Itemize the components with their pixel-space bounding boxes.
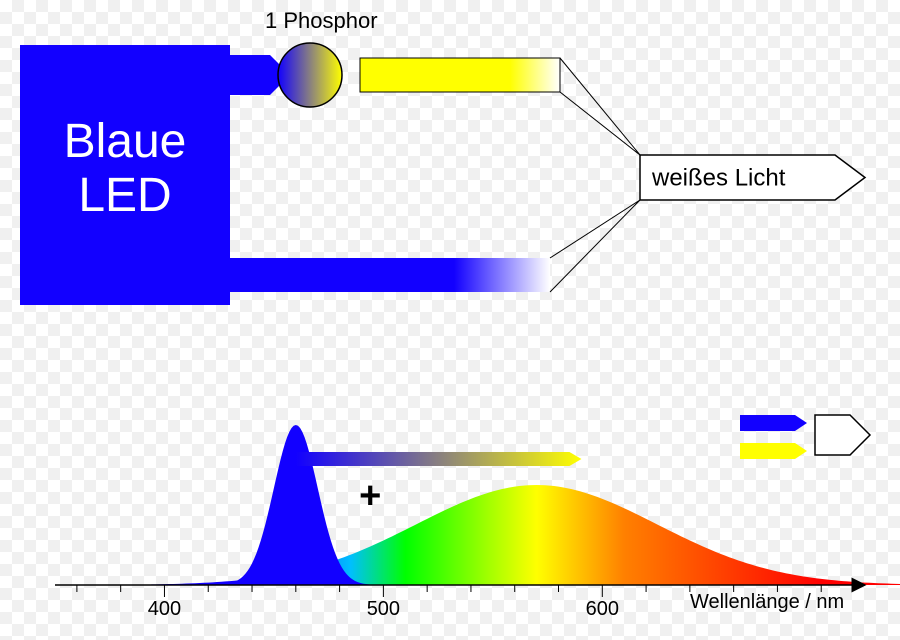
white-light-label: weißes Licht xyxy=(651,165,786,192)
legend-blue-arrow xyxy=(740,415,807,431)
legend-white-box xyxy=(815,415,870,455)
led-label-line1: Blaue xyxy=(64,115,187,168)
spectrum-gradient-arrow xyxy=(296,452,582,466)
phosphor-label: 1 Phosphor xyxy=(265,8,378,33)
converge-line xyxy=(560,58,640,155)
plus-symbol: + xyxy=(359,475,381,517)
legend-yellow-arrow xyxy=(740,443,807,459)
axis-tick-label: 600 xyxy=(586,598,619,620)
axis-tick-label: 500 xyxy=(367,598,400,620)
yellow-light-bar xyxy=(360,58,560,92)
led-label-line2: LED xyxy=(78,169,171,222)
converge-line xyxy=(550,200,640,258)
x-axis-label: Wellenlänge / nm xyxy=(690,591,844,613)
axis-tick-label: 400 xyxy=(148,598,181,620)
converge-line xyxy=(550,200,640,292)
converge-line xyxy=(560,92,640,155)
phosphor-circle xyxy=(278,43,342,107)
blue-light-bar xyxy=(230,258,550,292)
